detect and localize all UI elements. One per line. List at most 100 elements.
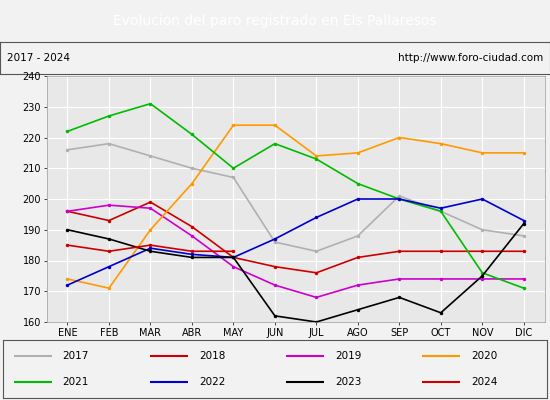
2018 [437,249,444,254]
2023 [147,249,154,254]
2022 [520,218,527,223]
2019 [64,209,71,214]
2018 [520,249,527,254]
2017 [230,175,236,180]
2023 [230,255,236,260]
2021 [520,286,527,290]
2017 [313,249,320,254]
2017 [520,234,527,238]
Line: 2024: 2024 [65,243,235,253]
2022 [64,283,71,288]
2024 [106,249,112,254]
2018 [396,249,403,254]
2018 [313,270,320,275]
2020 [437,141,444,146]
2019 [272,283,278,288]
2019 [355,283,361,288]
Text: 2018: 2018 [199,351,225,361]
2023 [396,295,403,300]
2023 [106,236,112,241]
2017 [189,166,195,171]
2020 [396,135,403,140]
2019 [479,276,486,281]
2017 [64,147,71,152]
2019 [147,206,154,211]
Text: http://www.foro-ciudad.com: http://www.foro-ciudad.com [398,53,543,63]
2017 [396,194,403,198]
2020 [189,181,195,186]
2024 [147,243,154,248]
Line: 2021: 2021 [65,102,526,290]
Text: 2022: 2022 [199,377,225,387]
2020 [272,123,278,128]
Line: 2018: 2018 [65,200,526,275]
2018 [64,209,71,214]
Text: 2021: 2021 [63,377,89,387]
2017 [272,240,278,244]
2023 [479,274,486,278]
2019 [189,234,195,238]
2020 [230,123,236,128]
2020 [64,276,71,281]
2018 [479,249,486,254]
2017 [106,141,112,146]
2017 [437,209,444,214]
2018 [355,255,361,260]
2019 [437,276,444,281]
2021 [272,141,278,146]
2020 [106,286,112,290]
2023 [272,314,278,318]
Line: 2017: 2017 [65,142,526,253]
2021 [396,196,403,201]
2019 [106,203,112,208]
2023 [520,221,527,226]
2021 [189,132,195,137]
Text: Evolucion del paro registrado en Els Pallaresos: Evolucion del paro registrado en Els Pal… [113,14,437,28]
2023 [64,227,71,232]
2022 [396,196,403,201]
Text: 2020: 2020 [471,351,497,361]
2023 [355,307,361,312]
2019 [520,276,527,281]
Line: 2023: 2023 [65,222,526,324]
2022 [479,196,486,201]
2021 [64,129,71,134]
2024 [64,243,71,248]
2018 [230,255,236,260]
2017 [147,154,154,158]
Text: 2017 - 2024: 2017 - 2024 [7,53,70,63]
2022 [313,215,320,220]
2024 [189,249,195,254]
2021 [355,181,361,186]
2023 [313,320,320,324]
2023 [437,310,444,315]
2019 [313,295,320,300]
2020 [313,154,320,158]
2017 [355,234,361,238]
2021 [230,166,236,171]
Text: 2019: 2019 [335,351,361,361]
2018 [106,218,112,223]
Line: 2020: 2020 [65,123,526,290]
2022 [437,206,444,211]
2020 [520,150,527,155]
2024 [230,249,236,254]
2023 [189,255,195,260]
2022 [355,196,361,201]
2020 [479,150,486,155]
2021 [106,114,112,118]
2021 [147,101,154,106]
2019 [396,276,403,281]
2017 [479,227,486,232]
2018 [189,224,195,229]
Line: 2019: 2019 [65,203,526,300]
2018 [272,264,278,269]
Text: 2024: 2024 [471,377,497,387]
2020 [355,150,361,155]
2021 [437,209,444,214]
Text: 2023: 2023 [335,377,361,387]
Line: 2022: 2022 [65,197,526,287]
2022 [106,264,112,269]
2022 [147,246,154,250]
2021 [313,157,320,162]
